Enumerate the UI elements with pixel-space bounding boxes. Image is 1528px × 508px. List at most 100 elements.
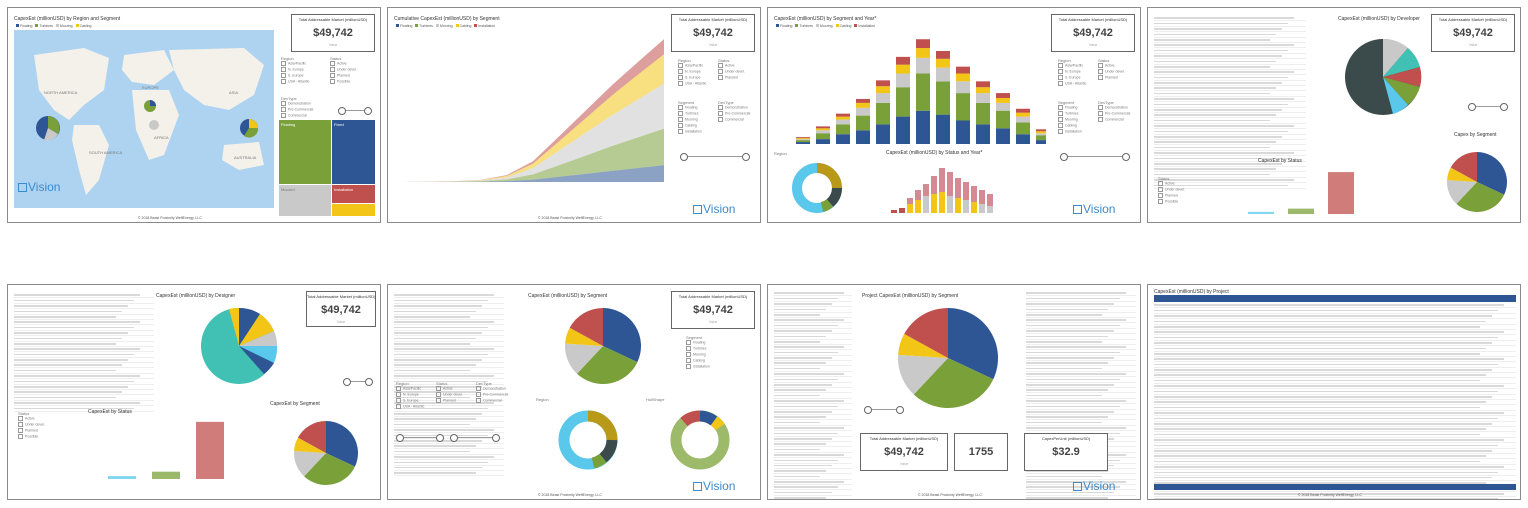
table-row[interactable] (1154, 70, 1306, 76)
bar-segment[interactable] (996, 97, 1010, 103)
table-row[interactable] (394, 455, 504, 461)
table-row[interactable] (1154, 140, 1306, 146)
filter-item[interactable]: Active (18, 416, 45, 422)
table-row[interactable] (1026, 420, 1136, 426)
table-row[interactable] (1154, 118, 1306, 124)
table-row[interactable] (14, 315, 154, 320)
pie-slice[interactable] (304, 453, 355, 485)
bar-segment[interactable] (856, 107, 870, 116)
table-row[interactable] (394, 444, 504, 450)
filter-item[interactable]: Floating (686, 340, 710, 346)
status-bar[interactable] (108, 476, 136, 479)
table-row[interactable] (1154, 405, 1516, 411)
treemap-moored[interactable]: Moored (279, 185, 331, 216)
table-row[interactable] (774, 426, 852, 432)
filter-item[interactable]: Commercial (718, 117, 750, 123)
table-row[interactable] (1154, 454, 1516, 460)
table-row[interactable] (1026, 388, 1136, 394)
filter-item[interactable]: Planned (18, 428, 45, 434)
table-row[interactable] (1154, 378, 1516, 384)
bar-segment[interactable] (876, 80, 890, 87)
table-row[interactable] (1154, 16, 1306, 22)
table-row[interactable] (1154, 91, 1306, 97)
lcoe-slider[interactable] (450, 431, 500, 443)
status-filter[interactable]: Status Active Under devel. Planned Possible (1158, 176, 1185, 205)
bar-segment[interactable] (936, 67, 950, 82)
filter-item[interactable]: Commercial (476, 398, 508, 404)
table-row[interactable] (14, 325, 154, 331)
bar-segment[interactable] (816, 130, 830, 134)
filter-item[interactable]: Floating (1058, 105, 1082, 111)
table-row[interactable] (1154, 357, 1516, 363)
bar-segment[interactable] (796, 138, 810, 140)
bar-segment[interactable] (816, 133, 830, 140)
table-row[interactable] (1154, 411, 1516, 417)
treemap-fixed[interactable]: Fixed (332, 120, 375, 184)
table-row[interactable] (394, 449, 504, 455)
table-row[interactable] (14, 358, 154, 364)
dashboard-card-designer[interactable]: CapexEst (millionUSD) by Designer Total … (7, 284, 381, 500)
status-bar-chart[interactable] (1238, 168, 1368, 218)
pie-slice[interactable] (904, 308, 948, 358)
table-row[interactable] (1026, 415, 1136, 421)
filter-item[interactable]: Planned (718, 75, 745, 81)
table-row[interactable] (774, 313, 852, 318)
table-row[interactable] (1026, 356, 1136, 362)
dashboard-card-cumulative[interactable]: Cumulative CapexEst (millionUSD) by Segm… (387, 7, 761, 223)
table-row[interactable] (394, 471, 504, 477)
segment-pie[interactable] (1433, 144, 1513, 218)
filter-item[interactable]: N. Europe (678, 69, 706, 75)
online-year-slider[interactable] (1060, 150, 1130, 162)
filter-item[interactable]: Cabling (686, 358, 710, 364)
table-row[interactable] (14, 309, 154, 315)
filter-item[interactable]: Possible (330, 79, 357, 85)
filter-item[interactable]: Under devel. (18, 422, 45, 428)
filter-item[interactable]: Under devel. (436, 392, 463, 398)
table-row[interactable] (774, 302, 852, 308)
table-row[interactable] (774, 420, 852, 426)
table-row[interactable] (774, 372, 852, 378)
table-row[interactable] (394, 417, 504, 423)
bar-segment[interactable] (816, 128, 830, 131)
bar-segment[interactable] (956, 73, 970, 82)
table-row[interactable] (1154, 172, 1306, 178)
table-row[interactable] (394, 298, 504, 304)
bar-segment[interactable] (896, 116, 910, 144)
filter-item[interactable]: Demonstration (718, 105, 750, 111)
bar-segment[interactable] (1016, 134, 1030, 144)
developer-table[interactable] (1154, 16, 1306, 189)
filter-item[interactable]: Active (436, 386, 463, 392)
filter-item[interactable]: Under devel. (330, 67, 357, 73)
table-row[interactable] (774, 453, 852, 459)
bar-segment[interactable] (876, 124, 890, 144)
table-row[interactable] (774, 323, 852, 329)
table-row[interactable] (394, 336, 504, 342)
table-row[interactable] (774, 345, 852, 351)
table-row[interactable] (394, 347, 504, 353)
table-row[interactable] (1154, 124, 1306, 130)
table-row[interactable] (1154, 151, 1306, 157)
bar-segment[interactable] (896, 64, 910, 74)
region-donut[interactable] (548, 405, 628, 475)
table-row[interactable] (394, 325, 504, 331)
table-row[interactable] (14, 395, 154, 401)
table-row[interactable] (774, 469, 852, 475)
table-row[interactable] (1026, 296, 1136, 302)
bar-segment[interactable] (956, 66, 970, 74)
table-row[interactable] (1154, 330, 1516, 336)
bar-segment[interactable] (796, 140, 810, 143)
table-row[interactable] (774, 307, 852, 313)
table-row[interactable] (1026, 366, 1136, 372)
table-row[interactable] (1154, 81, 1306, 87)
table-row[interactable] (1154, 303, 1516, 309)
pie-slice[interactable] (1477, 152, 1507, 195)
table-row[interactable] (1154, 48, 1306, 54)
bar-segment[interactable] (916, 73, 930, 111)
filter-item[interactable]: USA - Atlantic (281, 79, 309, 85)
pie-slice[interactable] (898, 333, 948, 358)
dashboard-card-project-segment[interactable]: Project CapexEst (millionUSD) by Segment… (767, 284, 1141, 500)
segment-pie[interactable] (278, 411, 368, 493)
table-row[interactable] (1026, 350, 1136, 356)
pie-slice[interactable] (1450, 152, 1477, 182)
pie-slice[interactable] (1456, 182, 1505, 212)
